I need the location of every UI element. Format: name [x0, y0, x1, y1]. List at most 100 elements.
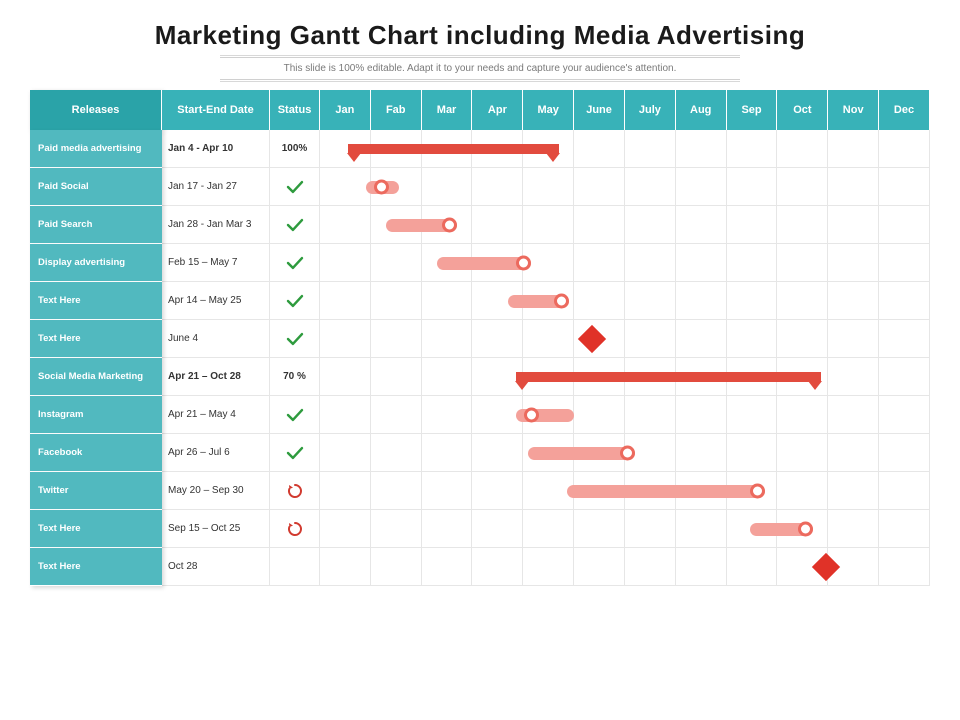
check-icon: [286, 180, 304, 194]
date-cell: Oct 28: [162, 548, 270, 586]
month-cell: [422, 168, 473, 206]
month-cell: [320, 206, 371, 244]
month-cell: [625, 396, 676, 434]
month-cell: [879, 282, 930, 320]
month-cell: [676, 244, 727, 282]
month-cell: [523, 510, 574, 548]
month-cell: [727, 472, 778, 510]
month-cell: [523, 472, 574, 510]
month-cell: [574, 282, 625, 320]
month-cell: [574, 510, 625, 548]
month-cell: [828, 510, 879, 548]
month-cell: [371, 282, 422, 320]
status-cell: [270, 396, 320, 434]
release-label: Text Here: [30, 548, 162, 586]
month-cell: [422, 358, 473, 396]
month-cell: [574, 548, 625, 586]
release-label: Paid Search: [30, 206, 162, 244]
month-cell: [727, 320, 778, 358]
table-row: Text HereJune 4: [30, 320, 930, 358]
month-cell: [625, 244, 676, 282]
table-row: Paid media advertisingJan 4 - Apr 10100%: [30, 130, 930, 168]
header-releases: Releases: [30, 90, 162, 130]
month-cell: [472, 510, 523, 548]
status-cell: [270, 548, 320, 586]
month-cell: [523, 130, 574, 168]
month-cell: [727, 168, 778, 206]
date-cell: Jan 28 - Jan Mar 3: [162, 206, 270, 244]
month-cell: [777, 510, 828, 548]
month-cell: [371, 206, 422, 244]
month-cell: [472, 434, 523, 472]
month-cell: [371, 130, 422, 168]
month-cell: [320, 396, 371, 434]
check-icon: [286, 332, 304, 346]
month-cell: [828, 358, 879, 396]
month-cell: [523, 282, 574, 320]
header-month: Nov: [828, 90, 879, 130]
date-cell: Jan 17 - Jan 27: [162, 168, 270, 206]
month-cell: [574, 130, 625, 168]
month-cell: [727, 396, 778, 434]
status-cell: [270, 206, 320, 244]
month-cell: [523, 434, 574, 472]
header-month: Jan: [320, 90, 371, 130]
month-cell: [574, 168, 625, 206]
month-cell: [523, 206, 574, 244]
month-cell: [828, 282, 879, 320]
month-cell: [625, 358, 676, 396]
month-cell: [676, 510, 727, 548]
header-month: Dec: [879, 90, 930, 130]
table-row: Social Media MarketingApr 21 – Oct 2870 …: [30, 358, 930, 396]
subtitle: This slide is 100% editable. Adapt it to…: [220, 63, 740, 74]
month-cell: [879, 206, 930, 244]
month-cell: [422, 244, 473, 282]
month-cell: [625, 472, 676, 510]
status-cell: [270, 320, 320, 358]
gantt-chart: Releases Start-End Date Status JanFabMar…: [30, 90, 930, 586]
month-cell: [523, 168, 574, 206]
subtitle-divider: This slide is 100% editable. Adapt it to…: [220, 57, 740, 80]
month-cell: [574, 358, 625, 396]
month-cell: [625, 282, 676, 320]
status-cell: [270, 168, 320, 206]
check-icon: [286, 408, 304, 422]
month-cell: [574, 396, 625, 434]
month-cell: [523, 244, 574, 282]
month-cell: [777, 244, 828, 282]
month-cell: [320, 358, 371, 396]
release-label: Twitter: [30, 472, 162, 510]
header-month: Fab: [371, 90, 422, 130]
table-row: InstagramApr 21 – May 4: [30, 396, 930, 434]
table-row: FacebookApr 26 – Jul 6: [30, 434, 930, 472]
month-cell: [371, 320, 422, 358]
timeline-cells: [320, 548, 930, 586]
month-cell: [422, 396, 473, 434]
month-cell: [371, 168, 422, 206]
status-cell: [270, 472, 320, 510]
month-cell: [422, 320, 473, 358]
month-cell: [777, 358, 828, 396]
header-date: Start-End Date: [162, 90, 270, 130]
date-cell: Apr 26 – Jul 6: [162, 434, 270, 472]
month-cell: [879, 168, 930, 206]
month-cell: [472, 548, 523, 586]
date-cell: Apr 14 – May 25: [162, 282, 270, 320]
release-label: Social Media Marketing: [30, 358, 162, 396]
month-cell: [625, 434, 676, 472]
month-cell: [676, 320, 727, 358]
month-cell: [472, 320, 523, 358]
month-cell: [472, 130, 523, 168]
date-cell: May 20 – Sep 30: [162, 472, 270, 510]
header-months: JanFabMarAprMayJuneJulyAugSepOctNovDec: [320, 90, 930, 130]
check-icon: [286, 446, 304, 460]
month-cell: [828, 434, 879, 472]
month-cell: [472, 396, 523, 434]
month-cell: [676, 206, 727, 244]
timeline-cells: [320, 130, 930, 168]
month-cell: [879, 320, 930, 358]
status-cell: [270, 510, 320, 548]
month-cell: [320, 320, 371, 358]
release-label: Display advertising: [30, 244, 162, 282]
month-cell: [320, 548, 371, 586]
